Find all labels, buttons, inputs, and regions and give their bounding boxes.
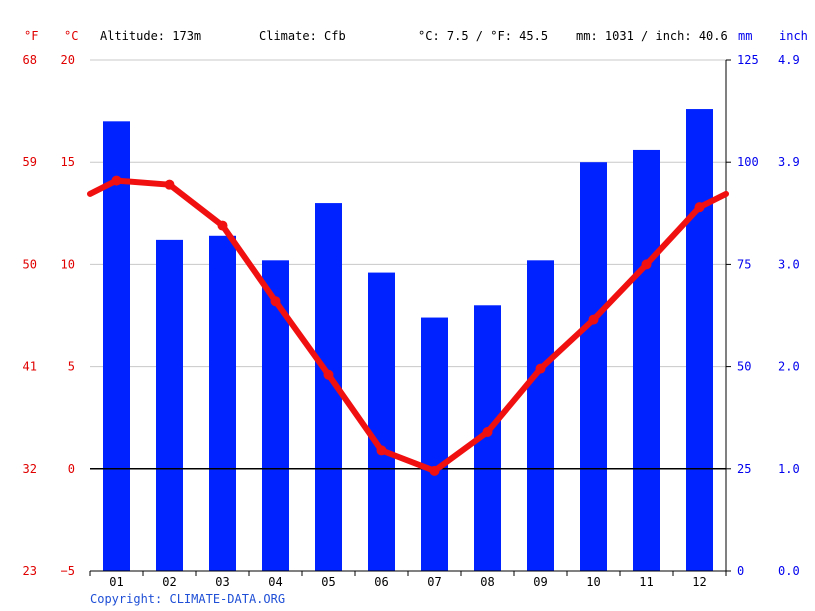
precipitation-bar — [527, 260, 554, 571]
precipitation-bars — [103, 109, 713, 571]
inch-tick-label: 0.0 — [778, 564, 800, 578]
celsius-tick-label: 20 — [61, 53, 75, 67]
copyright-text: Copyright: CLIMATE-DATA.ORG — [90, 592, 285, 606]
month-tick-label: 07 — [427, 575, 441, 589]
precipitation-bar — [209, 235, 236, 571]
temperature-point — [323, 369, 334, 380]
inch-tick-label: 1.0 — [778, 462, 800, 476]
temperature-point — [429, 465, 440, 476]
month-tick-label: 03 — [215, 575, 229, 589]
precipitation-bar — [686, 109, 713, 571]
celsius-tick-label: 0 — [68, 462, 75, 476]
month-tick-label: 08 — [480, 575, 494, 589]
axis-labels: 68 20 125 4.959 15 100 3.950 10 75 3.041 5 50 2.032 0… — [23, 53, 800, 589]
precipitation-summary: mm: 1031 / inch: 40.6 — [576, 29, 728, 43]
month-tick-label: 04 — [268, 575, 282, 589]
climate-label: Climate: Cfb — [259, 29, 346, 43]
temperature-point — [641, 259, 652, 270]
fahrenheit-tick-label: 32 — [23, 462, 37, 476]
mm-unit-label: mm — [738, 29, 752, 43]
month-tick-label: 09 — [533, 575, 547, 589]
fahrenheit-tick-label: 68 — [23, 53, 37, 67]
month-tick-label: 06 — [374, 575, 388, 589]
mm-tick-label: 125 — [737, 53, 759, 67]
mm-tick-label: 50 — [737, 360, 751, 374]
month-tick-label: 11 — [639, 575, 653, 589]
precipitation-bar — [580, 162, 607, 571]
temperature-summary: °C: 7.5 / °F: 45.5 — [418, 29, 548, 43]
inch-tick-label: 3.9 — [778, 155, 800, 169]
celsius-tick-label: 5 — [68, 360, 75, 374]
celsius-unit-label: °C — [64, 29, 78, 43]
mm-tick-label: 0 — [737, 564, 744, 578]
temperature-line-path — [87, 177, 729, 474]
fahrenheit-tick-label: 59 — [23, 155, 37, 169]
precipitation-bar — [421, 317, 448, 571]
celsius-tick-label: 15 — [61, 155, 75, 169]
inch-tick-label: 4.9 — [778, 53, 800, 67]
month-tick-label: 05 — [321, 575, 335, 589]
precipitation-bar — [368, 272, 395, 571]
precipitation-bar — [156, 239, 183, 571]
month-tick-label: 02 — [162, 575, 176, 589]
celsius-tick-label: −5 — [61, 564, 75, 578]
temperature-point — [164, 179, 175, 190]
temperature-point — [588, 314, 599, 325]
precipitation-bar — [633, 149, 660, 571]
fahrenheit-tick-label: 50 — [23, 257, 37, 271]
fahrenheit-unit-label: °F — [24, 29, 38, 43]
inch-unit-label: inch — [779, 29, 808, 43]
celsius-tick-label: 10 — [61, 257, 75, 271]
fahrenheit-tick-label: 23 — [23, 564, 37, 578]
gridlines — [90, 59, 726, 368]
axes — [89, 59, 731, 576]
inch-tick-label: 2.0 — [778, 360, 800, 374]
fahrenheit-tick-label: 41 — [23, 360, 37, 374]
temperature-point — [111, 175, 122, 186]
mm-tick-label: 25 — [737, 462, 751, 476]
mm-tick-label: 100 — [737, 155, 759, 169]
precipitation-bar — [103, 121, 130, 571]
temperature-point — [270, 296, 281, 307]
mm-tick-label: 75 — [737, 257, 751, 271]
month-tick-label: 10 — [586, 575, 600, 589]
temperature-point — [535, 363, 546, 374]
month-tick-label: 12 — [692, 575, 706, 589]
inch-tick-label: 3.0 — [778, 257, 800, 271]
temperature-point — [482, 427, 493, 438]
temperature-point — [376, 445, 387, 456]
precipitation-bar — [262, 260, 289, 571]
altitude-label: Altitude: 173m — [100, 29, 201, 43]
temperature-point — [217, 220, 228, 231]
temperature-point — [694, 202, 705, 213]
temperature-line — [87, 175, 729, 476]
month-tick-label: 01 — [109, 575, 123, 589]
